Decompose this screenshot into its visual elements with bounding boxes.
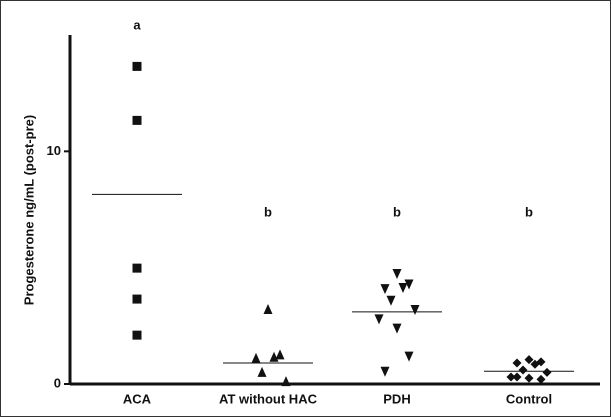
point <box>404 279 414 290</box>
point <box>392 323 402 334</box>
point <box>132 61 142 71</box>
point <box>269 351 279 362</box>
x-tick-label: ACA <box>123 391 152 406</box>
point <box>530 359 540 369</box>
point <box>132 330 142 340</box>
point <box>275 349 285 360</box>
group-letter: b <box>264 204 272 219</box>
point <box>374 314 384 325</box>
point <box>257 366 267 377</box>
point <box>281 376 291 387</box>
group-letter: b <box>393 204 401 219</box>
point <box>263 304 273 315</box>
point <box>132 263 142 273</box>
point <box>380 284 390 295</box>
y-tick-label: 10 <box>47 143 61 158</box>
point <box>542 367 552 377</box>
point <box>512 358 522 368</box>
point <box>398 282 408 293</box>
point <box>506 372 516 382</box>
point <box>132 115 142 125</box>
point <box>512 372 522 382</box>
point <box>132 294 142 304</box>
group-letter: b <box>525 204 533 219</box>
x-tick-label: PDH <box>383 391 410 406</box>
point <box>410 305 420 316</box>
y-tick-label: 0 <box>54 375 61 390</box>
point <box>386 295 396 306</box>
point <box>251 352 261 363</box>
point <box>524 373 534 383</box>
point <box>518 365 528 375</box>
point <box>380 366 390 377</box>
group-letter: a <box>133 17 141 32</box>
x-tick-label: Control <box>506 391 552 406</box>
x-tick-label: AT without HAC <box>219 391 318 406</box>
point <box>392 268 402 279</box>
point <box>404 351 414 362</box>
y-axis-label: Progesterone ng/mL (post-pre) <box>21 115 36 305</box>
point <box>536 374 546 384</box>
point <box>524 355 534 365</box>
